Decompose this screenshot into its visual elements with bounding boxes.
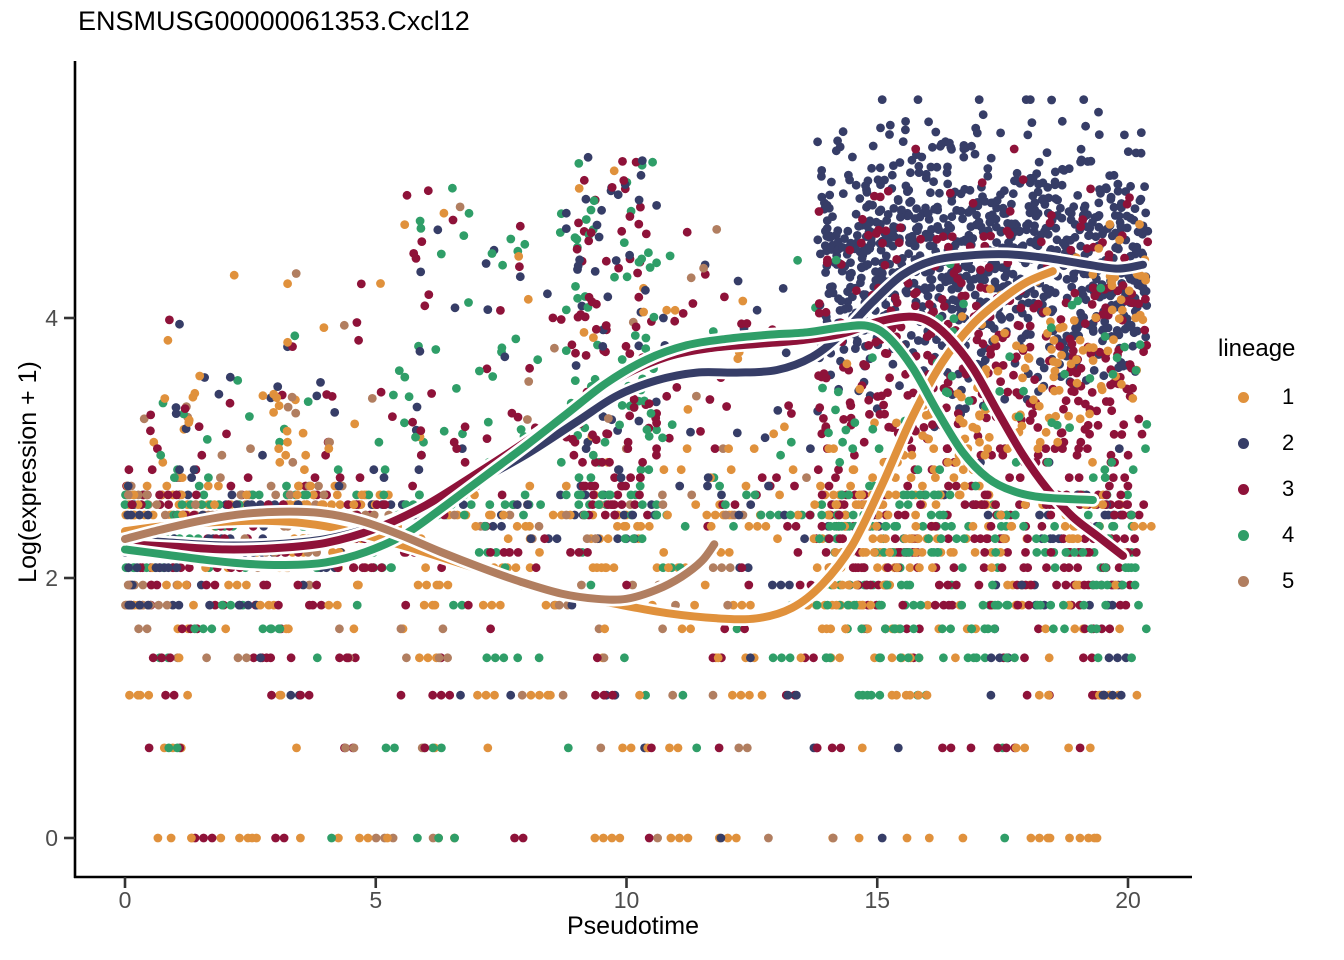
- y-tick-label-2: 2: [45, 565, 58, 591]
- lineage-1-dot-icon: [1238, 391, 1249, 403]
- y-tick-label-0: 0: [45, 825, 58, 851]
- lineage-5-dot-icon: [1238, 575, 1249, 587]
- legend-item-4: 4: [1214, 522, 1295, 547]
- legend-item-3: 3: [1214, 476, 1295, 501]
- x-tick-label-15: 15: [864, 887, 891, 913]
- legend-item-2: 2: [1214, 430, 1295, 455]
- x-axis-title: Pseudotime: [566, 912, 700, 940]
- legend-title: lineage: [1218, 335, 1296, 362]
- lineage-2-dot-icon: [1238, 437, 1249, 449]
- legend-item-1: 1: [1214, 384, 1295, 409]
- chart-title: ENSMUSG00000061353.Cxcl12: [78, 6, 470, 36]
- legend: lineage 1 2 3 4 5: [1214, 335, 1296, 594]
- x-tick-label-5: 5: [369, 887, 383, 913]
- legend-label-1: 1: [1282, 384, 1295, 409]
- legend-label-2: 2: [1282, 430, 1295, 455]
- x-tick-label-10: 10: [613, 887, 640, 913]
- legend-label-3: 3: [1282, 476, 1295, 501]
- x-tick-label-0: 0: [118, 887, 132, 913]
- legend-label-4: 4: [1282, 522, 1295, 547]
- lineage-4-dot-icon: [1238, 529, 1249, 541]
- legend-label-5: 5: [1282, 568, 1295, 593]
- legend-item-5: 5: [1214, 568, 1295, 593]
- y-tick-label-4: 4: [45, 305, 58, 331]
- x-tick-label-20: 20: [1115, 887, 1141, 913]
- lineage-3-dot-icon: [1238, 483, 1249, 495]
